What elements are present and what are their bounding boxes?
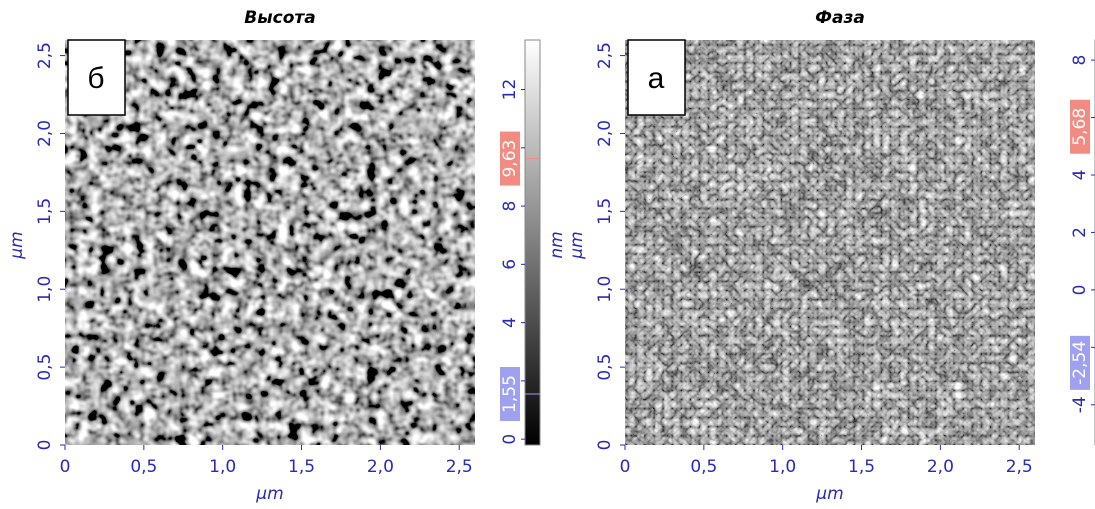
panel-label: а	[648, 62, 665, 95]
y-tick-label: 2,5	[595, 42, 615, 69]
y-tick-label: 1,0	[595, 276, 615, 303]
chart-title: Высота	[244, 8, 315, 28]
y-tick-label: 0,5	[35, 354, 55, 381]
colorbar-marker-label: 9,63	[500, 140, 520, 178]
colorbar-marker	[500, 367, 520, 422]
x-tick-label: 0,5	[690, 457, 717, 477]
y-axis-label: μm	[567, 231, 587, 259]
panel-label-box	[627, 39, 686, 116]
x-tick-label: 0	[60, 457, 71, 477]
panel-label-box	[67, 39, 126, 116]
colorbar-tick-label: 0	[1070, 284, 1090, 295]
colorbar-tick-label: -4	[1070, 396, 1090, 413]
x-tick-label: 2,0	[367, 457, 394, 477]
colorbar-tick-label: 2	[1070, 227, 1090, 238]
image	[625, 40, 1035, 445]
y-axis-label: μm	[7, 231, 27, 259]
x-tick-label: 2,5	[1006, 457, 1033, 477]
panel-label: б	[87, 62, 104, 95]
y-tick-label: 0	[35, 440, 55, 451]
colorbar-marker-label: 5,68	[1070, 108, 1090, 146]
y-tick-label: 0	[595, 440, 615, 451]
colorbar-tick-label: 4	[500, 317, 520, 328]
colorbar-marker	[1070, 335, 1090, 390]
x-tick-label: 1,5	[288, 457, 315, 477]
y-tick-label: 1,5	[35, 198, 55, 225]
x-axis-label: μm	[255, 484, 283, 504]
colorbar-tick-label: 0	[500, 434, 520, 445]
colorbar-marker	[1070, 99, 1090, 154]
y-tick-label: 2,5	[35, 42, 55, 69]
x-tick-label: 1,0	[209, 457, 236, 477]
colorbar-tick-label: 8	[500, 201, 520, 212]
y-tick-label: 0,5	[595, 354, 615, 381]
colorbar-label: nm	[547, 231, 567, 258]
colorbar-tick-label: 8	[1070, 55, 1090, 66]
x-tick-label: 1,0	[769, 457, 796, 477]
chart-title: Фаза	[815, 8, 865, 28]
x-tick-label: 1,5	[848, 457, 875, 477]
y-tick-label: 2,0	[35, 120, 55, 147]
x-axis-label: μm	[815, 484, 843, 504]
colorbar-marker-label: 1,55	[500, 375, 520, 413]
colorbar-marker	[500, 131, 520, 186]
colorbar-marker-label: -2,54	[1070, 341, 1090, 385]
x-tick-label: 2,0	[927, 457, 954, 477]
colorbar-tick-label: 12	[500, 79, 520, 101]
colorbar-tick-label: 4	[1070, 170, 1090, 181]
image	[65, 40, 475, 445]
y-tick-label: 1,5	[595, 198, 615, 225]
colorbar-tick-label: 6	[500, 259, 520, 270]
y-tick-label: 1,0	[35, 276, 55, 303]
y-tick-label: 2,0	[595, 120, 615, 147]
x-tick-label: 0	[620, 457, 631, 477]
x-tick-label: 0,5	[130, 457, 157, 477]
colorbar	[524, 39, 541, 446]
x-tick-label: 2,5	[446, 457, 473, 477]
